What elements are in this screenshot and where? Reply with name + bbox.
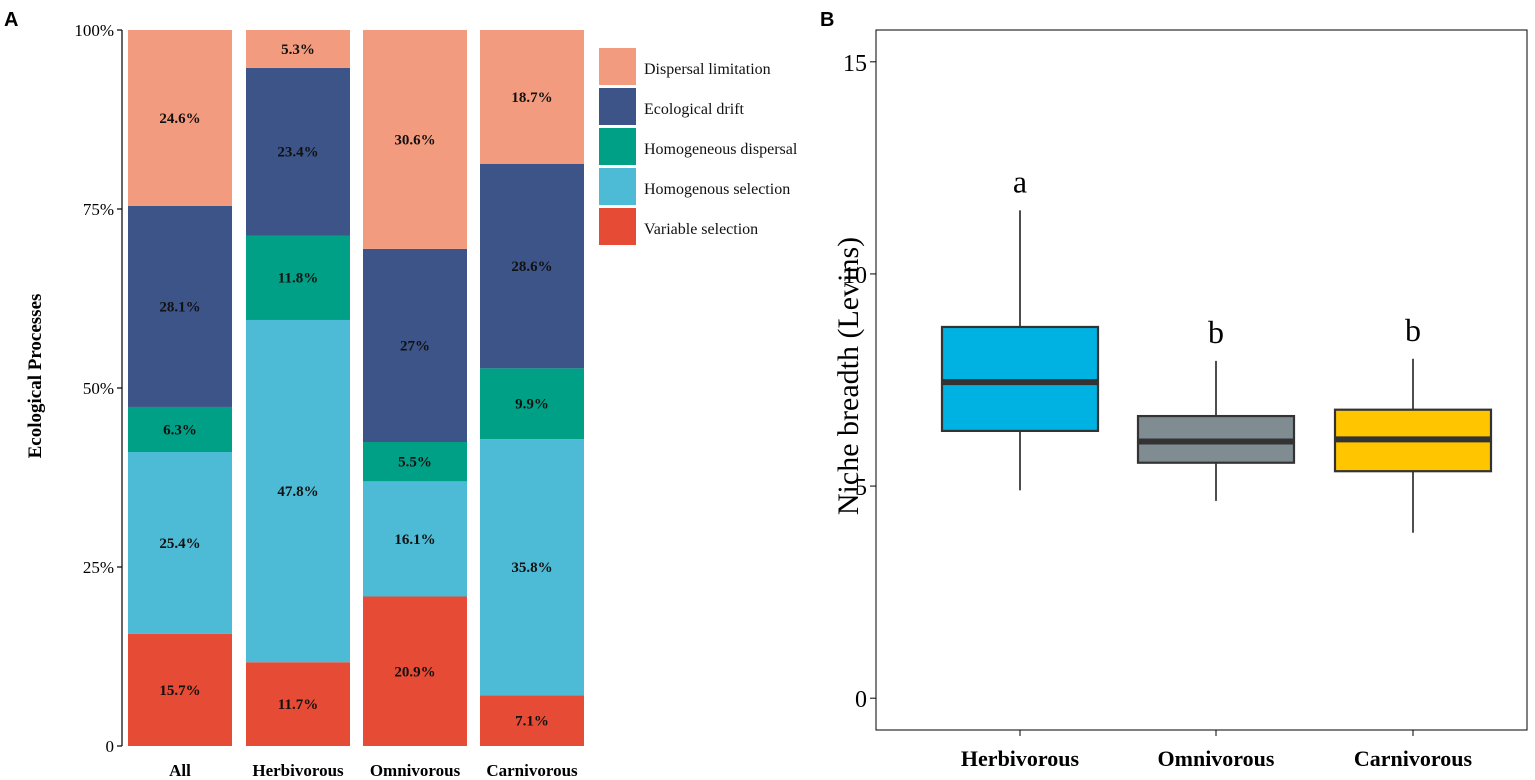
y-tick-label: 50% (83, 379, 114, 398)
data-label-all-variable-selection: 15.7% (159, 683, 200, 699)
y-tick-label: 0 (106, 737, 115, 756)
panel-letter-b: B (820, 9, 834, 31)
legend-swatch-variable-selection (599, 208, 636, 245)
x-tick-label-carnivorous: Carnivorous (1354, 746, 1473, 771)
data-label-herbivorous-dispersal-limitation: 5.3% (281, 42, 315, 58)
x-tick-label-omnivorous: Omnivorous (1158, 746, 1275, 771)
x-tick-label-carnivorous: Carnivorous (486, 761, 578, 780)
x-tick-label-herbivorous: Herbivorous (252, 761, 344, 780)
legend-label-variable-selection: Variable selection (644, 221, 758, 238)
boxes: a b b (940, 163, 1493, 533)
legend-label-ecological-drift: Ecological drift (644, 101, 745, 118)
data-label-carnivorous-homogeneous-dispersal: 9.9% (515, 397, 549, 413)
data-label-carnivorous-homogenous-selection: 35.8% (511, 560, 552, 576)
data-label-omnivorous-ecological-drift: 27% (400, 338, 430, 354)
bar-omnivorous-dispersal-limitation (363, 30, 467, 249)
box-herbivorous (940, 325, 1100, 433)
bar-omnivorous-homogeneous-dispersal (363, 442, 467, 482)
legend-swatch-homogenous-selection (599, 168, 636, 205)
y-tick-label: 10 (843, 263, 867, 289)
x-tick-label-all: All (169, 761, 191, 780)
bar-herbivorous-dispersal-limitation (246, 30, 350, 68)
box-plot-chart: 0 5 10 15 a b b Herbivorous Omnivorous Carnivor… (832, 29, 1528, 771)
y-tick-label: 100% (74, 21, 114, 40)
data-label-carnivorous-ecological-drift: 28.6% (511, 259, 552, 275)
y-axis-title: Ecological Processes (25, 294, 46, 459)
y-tick-label: 5 (855, 475, 867, 501)
data-label-omnivorous-dispersal-limitation: 30.6% (394, 132, 435, 148)
bar-omnivorous-variable-selection (363, 596, 467, 746)
data-label-all-ecological-drift: 28.1% (159, 299, 200, 315)
bar-carnivorous-dispersal-limitation (480, 30, 584, 164)
data-label-herbivorous-homogenous-selection: 47.8% (277, 484, 318, 500)
data-label-herbivorous-homogeneous-dispersal: 11.8% (278, 271, 318, 287)
group-letter-carnivorous: b (1405, 312, 1421, 348)
group-letter-herbivorous: a (1013, 163, 1027, 199)
data-label-herbivorous-variable-selection: 11.7% (278, 697, 318, 713)
legend-label-dispersal-limitation: Dispersal limitation (644, 61, 771, 78)
bar-carnivorous-variable-selection (480, 695, 584, 746)
x-tick-label-omnivorous: Omnivorous (370, 761, 461, 780)
legend-swatch-ecological-drift (599, 88, 636, 125)
legend: Dispersal limitation Ecological drift Homo… (599, 48, 798, 245)
bar-carnivorous-homogeneous-dispersal (480, 368, 584, 440)
panel-letter-a: A (4, 9, 18, 31)
data-label-omnivorous-variable-selection: 20.9% (394, 664, 435, 680)
stacked-bar-chart: 15.7% 25.4% 6.3% 28.1% 24.6% 11.7% 47.8% 11.8% 2… (25, 21, 798, 780)
x-tick-label-herbivorous: Herbivorous (961, 746, 1080, 771)
data-label-carnivorous-dispersal-limitation: 18.7% (511, 90, 552, 106)
legend-swatch-dispersal-limitation (599, 48, 636, 85)
legend-label-homogeneous-dispersal: Homogeneous dispersal (644, 141, 798, 158)
legend-swatch-homogeneous-dispersal (599, 128, 636, 165)
bar-all-variable-selection (128, 633, 232, 746)
plot-frame (875, 29, 1528, 731)
data-label-omnivorous-homogenous-selection: 16.1% (394, 532, 435, 548)
bar-all-homogenous-selection (128, 452, 232, 634)
x-axis-labels: Herbivorous Omnivorous Carnivorous (961, 730, 1473, 771)
group-letter-omnivorous: b (1208, 314, 1224, 350)
y-axis-title: Niche breadth (Levins) (832, 237, 865, 515)
bar-omnivorous-homogenous-selection (363, 481, 467, 597)
bar-all-homogeneous-dispersal (128, 406, 232, 453)
bar-herbivorous-homogenous-selection (246, 319, 350, 663)
bar-herbivorous-homogeneous-dispersal (246, 235, 350, 320)
data-label-all-homogenous-selection: 25.4% (159, 536, 200, 552)
data-label-carnivorous-variable-selection: 7.1% (515, 714, 549, 730)
legend-label-homogenous-selection: Homogenous selection (644, 181, 790, 198)
bar-segments (128, 30, 584, 746)
data-label-all-dispersal-limitation: 24.6% (159, 111, 200, 127)
y-tick-label: 0 (855, 687, 867, 713)
data-label-omnivorous-homogeneous-dispersal: 5.5% (398, 455, 432, 471)
bar-all-ecological-drift (128, 205, 232, 407)
y-tick-label: 25% (83, 558, 114, 577)
bar-carnivorous-ecological-drift (480, 163, 584, 369)
x-axis-labels: All Herbivorous Omnivorous Carnivorous (169, 761, 578, 780)
data-label-all-homogeneous-dispersal: 6.3% (163, 422, 197, 438)
bar-herbivorous-ecological-drift (246, 67, 350, 236)
data-label-herbivorous-ecological-drift: 23.4% (277, 145, 318, 161)
bar-all-dispersal-limitation (128, 30, 232, 206)
bar-carnivorous-homogenous-selection (480, 439, 584, 696)
y-tick-label: 15 (843, 51, 867, 77)
y-tick-label: 75% (83, 200, 114, 219)
bar-herbivorous-variable-selection (246, 662, 350, 746)
segment-labels: 15.7% 25.4% 6.3% 28.1% 24.6% 11.7% 47.8% 11.8% 2… (159, 42, 552, 730)
y-axis: 0 25% 50% 75% 100% (74, 21, 123, 756)
bar-omnivorous-ecological-drift (363, 248, 467, 443)
y-axis: 0 5 10 15 (843, 51, 876, 713)
